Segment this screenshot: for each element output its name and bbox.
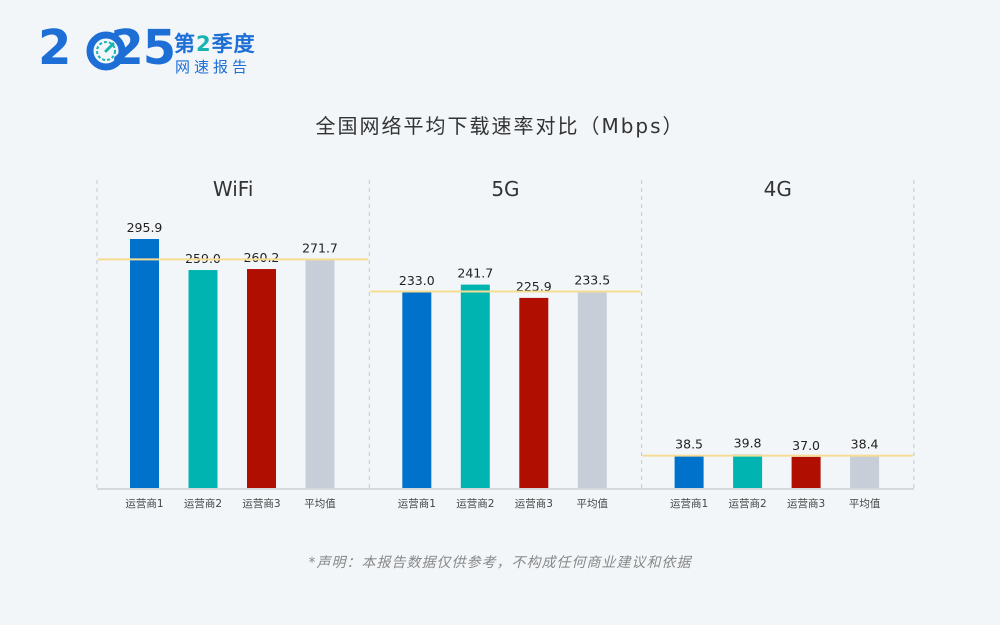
data-label: 225.9 [516, 279, 552, 294]
bar-4g-2 [733, 454, 763, 488]
category-label: 平均值 [577, 497, 609, 510]
category-label: 运营商2 [729, 497, 767, 510]
category-label: 运营商1 [670, 497, 708, 510]
bar-5g-1 [402, 291, 432, 488]
data-label: 37.0 [792, 438, 820, 453]
data-label: 38.5 [675, 437, 703, 452]
category-label: 运营商3 [515, 497, 553, 510]
data-label: 38.4 [851, 437, 879, 452]
speedometer-icon [86, 31, 126, 71]
category-label: 运营商1 [398, 497, 436, 510]
report-name: 网速报告 [175, 58, 252, 76]
bar-5g-4 [577, 291, 607, 488]
data-label: 233.0 [399, 273, 435, 288]
bar-5g-2 [460, 284, 490, 488]
data-label: 271.7 [302, 240, 338, 255]
data-label: 39.8 [734, 436, 762, 451]
panel-title-4g: 4G [764, 177, 792, 201]
category-label: 运营商2 [184, 497, 222, 510]
category-label: 运营商3 [242, 497, 280, 510]
category-label: 运营商2 [456, 497, 494, 510]
bar-wifi-4 [305, 259, 335, 488]
chart-title: 全国网络平均下载速率对比（Mbps） [315, 114, 685, 138]
category-label: 运营商1 [125, 497, 163, 510]
bar-4g-3 [791, 456, 821, 488]
bar-4g-1 [674, 455, 704, 488]
data-label: 295.9 [127, 220, 163, 235]
bar-4g-4 [850, 455, 880, 488]
category-label: 平均值 [304, 497, 336, 510]
data-label: 233.5 [574, 273, 610, 288]
category-label: 平均值 [849, 497, 881, 510]
bar-wifi-3 [247, 269, 276, 488]
logo-year: 2 25 [38, 20, 176, 76]
data-label: 260.2 [244, 250, 280, 265]
category-label: 运营商3 [787, 497, 825, 510]
quarter-label: 第2季度 [174, 32, 256, 56]
panel-title-5g: 5G [491, 177, 519, 201]
bar-wifi-2 [188, 270, 218, 488]
data-label: 241.7 [457, 266, 493, 281]
report-logo: 2 25 第2季度 网速报告 [38, 20, 278, 82]
disclaimer-note: *声明：本报告数据仅供参考，不构成任何商业建议和依据 [308, 555, 692, 571]
bar-5g-3 [519, 297, 549, 488]
panel-title-wifi: WiFi [213, 177, 254, 201]
bar-wifi-1 [130, 239, 159, 488]
